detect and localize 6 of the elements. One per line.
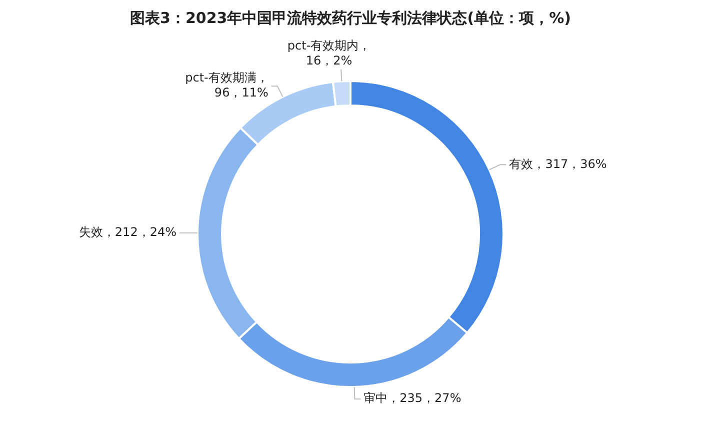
slice-label: pct-有效期满， 96，11% [185,70,268,100]
chart-title: 图表3：2023年中国甲流特效药行业专利法律状态(单位：项，%) [130,8,571,27]
slice-label: 有效，317，36% [509,156,607,171]
slice-label: 审中，235，27% [364,391,462,406]
slice-label: pct-有效期内， 16，2% [287,38,371,68]
slice-label: 失效，212，24% [78,224,177,239]
